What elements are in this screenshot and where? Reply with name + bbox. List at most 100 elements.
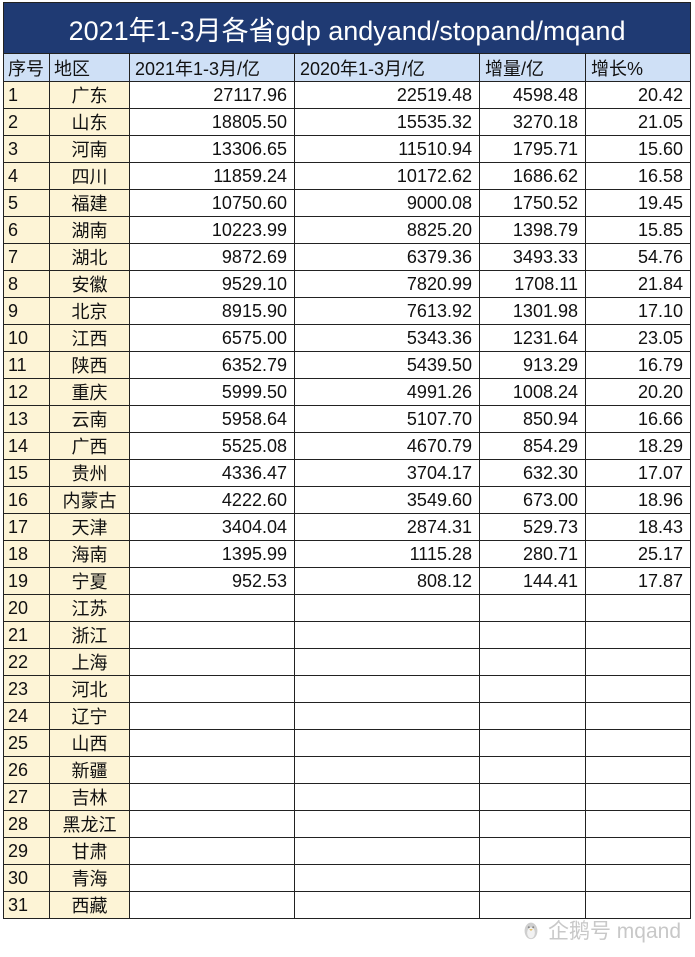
cell-gdp-2020[interactable]: 4991.26: [294, 378, 480, 406]
cell-increase[interactable]: 3270.18: [479, 108, 586, 136]
cell-growth[interactable]: 20.42: [584, 81, 692, 109]
cell-region[interactable]: 湖北: [49, 243, 130, 271]
header-gdp-2021[interactable]: 2021年1-3月/亿: [129, 53, 295, 82]
cell-gdp-2020[interactable]: [294, 729, 480, 757]
cell-gdp-2020[interactable]: [294, 756, 480, 784]
cell-growth[interactable]: 18.96: [584, 486, 692, 514]
cell-gdp-2021[interactable]: 5958.64: [129, 405, 295, 433]
cell-region[interactable]: 河南: [49, 135, 130, 163]
cell-increase[interactable]: [479, 675, 586, 703]
cell-gdp-2020[interactable]: [294, 675, 480, 703]
cell-gdp-2021[interactable]: 10750.60: [129, 189, 295, 217]
cell-growth[interactable]: [584, 891, 692, 919]
cell-index[interactable]: 7: [3, 243, 50, 271]
cell-growth[interactable]: 16.66: [584, 405, 692, 433]
cell-growth[interactable]: 21.84: [584, 270, 692, 298]
cell-gdp-2021[interactable]: 27117.96: [129, 81, 295, 109]
cell-index[interactable]: 10: [3, 324, 50, 352]
cell-growth[interactable]: 16.79: [584, 351, 692, 379]
cell-growth[interactable]: 23.05: [584, 324, 692, 352]
cell-gdp-2021[interactable]: 4336.47: [129, 459, 295, 487]
cell-index[interactable]: 14: [3, 432, 50, 460]
cell-gdp-2020[interactable]: 11510.94: [294, 135, 480, 163]
cell-increase[interactable]: 1708.11: [479, 270, 586, 298]
cell-index[interactable]: 26: [3, 756, 50, 784]
cell-region[interactable]: 重庆: [49, 378, 130, 406]
cell-gdp-2021[interactable]: [129, 594, 295, 622]
cell-region[interactable]: 山东: [49, 108, 130, 136]
cell-growth[interactable]: 25.17: [584, 540, 692, 568]
cell-region[interactable]: 广东: [49, 81, 130, 109]
cell-gdp-2020[interactable]: 1115.28: [294, 540, 480, 568]
cell-gdp-2020[interactable]: [294, 891, 480, 919]
cell-region[interactable]: 福建: [49, 189, 130, 217]
cell-growth[interactable]: [584, 729, 692, 757]
cell-growth[interactable]: 20.20: [584, 378, 692, 406]
cell-index[interactable]: 31: [3, 891, 50, 919]
cell-growth[interactable]: [584, 675, 692, 703]
cell-index[interactable]: 17: [3, 513, 50, 541]
cell-increase[interactable]: [479, 783, 586, 811]
cell-growth[interactable]: [584, 810, 692, 838]
cell-increase[interactable]: 913.29: [479, 351, 586, 379]
cell-gdp-2021[interactable]: 6352.79: [129, 351, 295, 379]
cell-gdp-2021[interactable]: [129, 621, 295, 649]
cell-region[interactable]: 天津: [49, 513, 130, 541]
cell-gdp-2021[interactable]: 10223.99: [129, 216, 295, 244]
cell-gdp-2020[interactable]: [294, 837, 480, 865]
header-growth[interactable]: 增长%: [584, 53, 692, 82]
cell-gdp-2021[interactable]: 11859.24: [129, 162, 295, 190]
cell-gdp-2021[interactable]: 8915.90: [129, 297, 295, 325]
cell-increase[interactable]: 3493.33: [479, 243, 586, 271]
cell-increase[interactable]: 1795.71: [479, 135, 586, 163]
cell-growth[interactable]: [584, 756, 692, 784]
cell-region[interactable]: 陕西: [49, 351, 130, 379]
cell-region[interactable]: 宁夏: [49, 567, 130, 595]
cell-region[interactable]: 上海: [49, 648, 130, 676]
cell-gdp-2020[interactable]: [294, 594, 480, 622]
cell-gdp-2021[interactable]: [129, 837, 295, 865]
cell-region[interactable]: 河北: [49, 675, 130, 703]
cell-gdp-2021[interactable]: [129, 864, 295, 892]
cell-gdp-2021[interactable]: [129, 891, 295, 919]
cell-index[interactable]: 9: [3, 297, 50, 325]
cell-increase[interactable]: [479, 891, 586, 919]
cell-gdp-2020[interactable]: 3549.60: [294, 486, 480, 514]
cell-increase[interactable]: [479, 621, 586, 649]
cell-increase[interactable]: 144.41: [479, 567, 586, 595]
cell-gdp-2020[interactable]: 2874.31: [294, 513, 480, 541]
cell-gdp-2020[interactable]: 8825.20: [294, 216, 480, 244]
cell-gdp-2021[interactable]: 952.53: [129, 567, 295, 595]
cell-gdp-2020[interactable]: [294, 621, 480, 649]
cell-index[interactable]: 6: [3, 216, 50, 244]
cell-growth[interactable]: 16.58: [584, 162, 692, 190]
cell-gdp-2020[interactable]: 9000.08: [294, 189, 480, 217]
cell-index[interactable]: 16: [3, 486, 50, 514]
cell-region[interactable]: 西藏: [49, 891, 130, 919]
cell-increase[interactable]: 1231.64: [479, 324, 586, 352]
cell-index[interactable]: 8: [3, 270, 50, 298]
cell-index[interactable]: 30: [3, 864, 50, 892]
cell-region[interactable]: 吉林: [49, 783, 130, 811]
cell-gdp-2021[interactable]: 9529.10: [129, 270, 295, 298]
cell-gdp-2020[interactable]: 22519.48: [294, 81, 480, 109]
cell-increase[interactable]: [479, 729, 586, 757]
cell-increase[interactable]: 1686.62: [479, 162, 586, 190]
cell-gdp-2021[interactable]: 4222.60: [129, 486, 295, 514]
cell-increase[interactable]: 1008.24: [479, 378, 586, 406]
cell-region[interactable]: 海南: [49, 540, 130, 568]
cell-index[interactable]: 5: [3, 189, 50, 217]
cell-gdp-2020[interactable]: [294, 648, 480, 676]
cell-gdp-2020[interactable]: 6379.36: [294, 243, 480, 271]
cell-increase[interactable]: 280.71: [479, 540, 586, 568]
cell-index[interactable]: 12: [3, 378, 50, 406]
cell-index[interactable]: 2: [3, 108, 50, 136]
cell-increase[interactable]: 673.00: [479, 486, 586, 514]
cell-gdp-2020[interactable]: 15535.32: [294, 108, 480, 136]
cell-increase[interactable]: 1750.52: [479, 189, 586, 217]
cell-increase[interactable]: 1398.79: [479, 216, 586, 244]
cell-increase[interactable]: [479, 837, 586, 865]
cell-gdp-2021[interactable]: [129, 648, 295, 676]
cell-gdp-2021[interactable]: 9872.69: [129, 243, 295, 271]
cell-index[interactable]: 4: [3, 162, 50, 190]
